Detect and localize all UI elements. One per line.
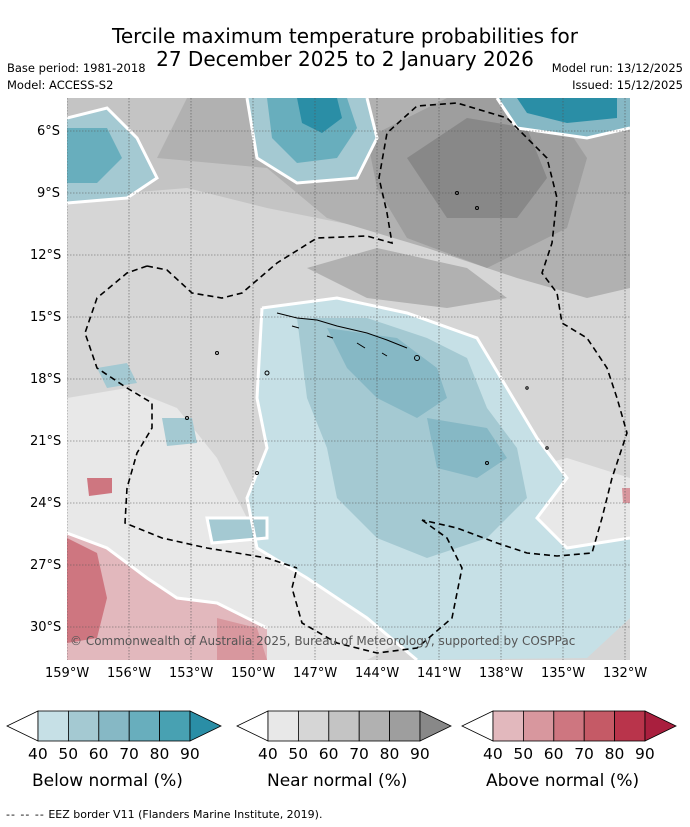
colorbar-segment <box>389 710 421 742</box>
colorbar-segment <box>159 710 191 742</box>
copyright-notice: © Commonwealth of Australia 2025, Bureau… <box>70 634 576 648</box>
islands <box>185 191 549 475</box>
lon-label: 153°W <box>169 666 214 681</box>
colorbar-tick-label: 80 <box>379 745 400 763</box>
colorbar-tick-label: 80 <box>149 745 170 763</box>
colorbar-extend-high <box>419 710 452 742</box>
lon-label: 156°W <box>107 666 152 681</box>
colorbar-tick-label: 50 <box>288 745 309 763</box>
issued-date: Issued: 15/12/2025 <box>572 78 683 92</box>
colorbar-segment <box>68 710 100 742</box>
lat-label: 6°S <box>37 124 61 139</box>
above-normal-label: Above normal (%) <box>486 771 640 791</box>
colorbar-tick-label: 50 <box>513 745 534 763</box>
colorbar-tick-label: 60 <box>318 745 339 763</box>
colorbar-tick-label: 60 <box>88 745 109 763</box>
lon-label: 135°W <box>541 666 586 681</box>
below-normal-label: Below normal (%) <box>32 771 183 791</box>
lat-label: 21°S <box>30 434 62 449</box>
lon-label: 141°W <box>417 666 462 681</box>
near-normal-label: Near normal (%) <box>267 771 408 791</box>
colorbar-segment <box>358 710 391 742</box>
colorbar-segment <box>614 710 646 742</box>
colorbar-tick-label: 50 <box>58 745 79 763</box>
model-name: Model: ACCESS-S2 <box>7 78 114 92</box>
lat-label: 9°S <box>37 186 61 201</box>
colorbar-tick-label: 70 <box>349 745 369 763</box>
eez-legend-text: EEZ border V11 (Flanders Marine Institut… <box>48 808 323 821</box>
colorbar-tick-label: 70 <box>574 745 594 763</box>
lat-label: 18°S <box>30 372 62 387</box>
colorbar-tick-label: 40 <box>483 745 503 763</box>
colorbar-extend-low <box>236 710 269 742</box>
colorbar-extend-high <box>189 710 222 742</box>
eez-legend: -- -- -- EEZ border V11 (Flanders Marine… <box>6 808 322 821</box>
colorbar-segment <box>492 710 524 742</box>
above-normal-colorbar <box>461 710 677 742</box>
lon-label: 132°W <box>603 666 648 681</box>
eez-borders <box>84 102 628 654</box>
lat-label: 27°S <box>30 558 62 573</box>
colorbar-tick-label: 60 <box>543 745 564 763</box>
colorbar-segment <box>128 710 160 742</box>
colorbar-segment <box>297 710 330 742</box>
lat-label: 30°S <box>30 620 62 635</box>
model-run: Model run: 13/12/2025 <box>551 61 683 75</box>
below-normal-colorbar <box>6 710 222 742</box>
legend-colorbars <box>6 710 677 742</box>
colorbar-tick-label: 90 <box>410 745 430 763</box>
colorbar-tick-label: 70 <box>119 745 139 763</box>
lat-label: 15°S <box>30 310 62 325</box>
colorbar-segment <box>583 710 616 742</box>
colorbar-segment <box>328 710 360 742</box>
colorbar-segment <box>98 710 130 742</box>
colorbar-extend-high <box>644 710 677 742</box>
map-title-line-1: Tercile maximum temperature probabilitie… <box>112 24 578 48</box>
colorbar-extend-low <box>6 710 39 742</box>
colorbar-tick-label: 80 <box>604 745 625 763</box>
graticule <box>66 98 630 660</box>
colorbar-segment <box>37 710 69 742</box>
colorbar-tick-label: 40 <box>28 745 48 763</box>
lat-label: 12°S <box>30 248 62 263</box>
lon-label: 159°W <box>45 666 90 681</box>
lon-label: 144°W <box>355 666 400 681</box>
colorbar-tick-label: 90 <box>180 745 200 763</box>
lon-label: 147°W <box>293 666 338 681</box>
colorbar-segment <box>523 710 555 742</box>
near-normal-colorbar <box>236 710 452 742</box>
map-canvas <box>66 97 631 662</box>
lat-label: 24°S <box>30 496 62 511</box>
dashed-line-icon: -- -- -- <box>6 808 45 821</box>
colorbar-tick-label: 40 <box>258 745 278 763</box>
colorbar-segment <box>553 710 585 742</box>
lon-label: 138°W <box>479 666 524 681</box>
map-title-line-2: 27 December 2025 to 2 January 2026 <box>156 47 534 71</box>
colorbar-tick-label: 90 <box>635 745 655 763</box>
colorbar-segment <box>267 710 299 742</box>
lon-label: 150°W <box>231 666 276 681</box>
probability-map: © Commonwealth of Australia 2025, Bureau… <box>66 97 631 662</box>
base-period: Base period: 1981-2018 <box>7 61 146 75</box>
colorbar-extend-low <box>461 710 494 742</box>
